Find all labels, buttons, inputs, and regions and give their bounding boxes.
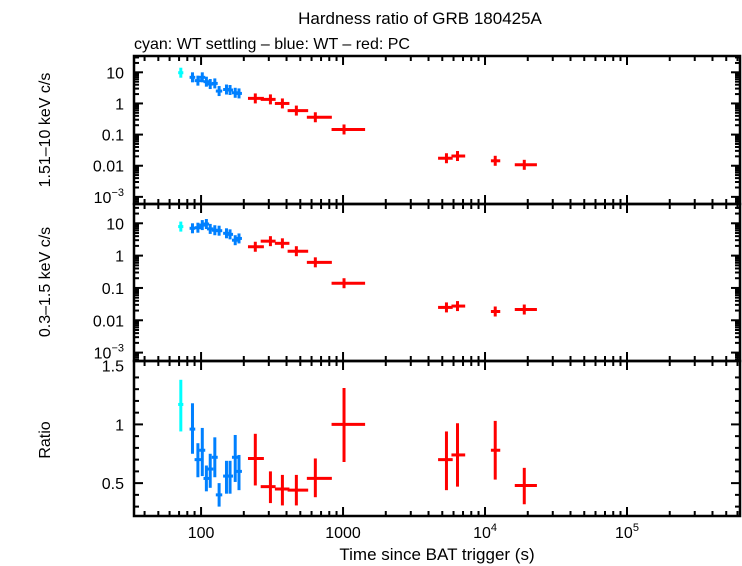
y-axis-label-ratio: Ratio [37, 421, 54, 458]
panel-frame [132, 54, 742, 206]
y-tick-label: 0.1 [102, 128, 124, 145]
chart-title: Hardness ratio of GRB 180425A [298, 9, 542, 28]
y-tick-label: 0.5 [102, 476, 124, 493]
y-tick-label: 0.01 [93, 159, 124, 176]
y-tick-label: 10 [106, 65, 124, 82]
x-tick-label: 100 [188, 525, 215, 542]
y-tick-label: 1.5 [102, 359, 124, 376]
panel-frame [132, 359, 742, 518]
y-axis-label-hard: 1.51–10 keV c/s [37, 73, 54, 188]
chart-subtitle: cyan: WT settling – blue: WT – red: PC [134, 36, 410, 53]
y-tick-label: 1 [115, 96, 124, 113]
x-tick-label: 1000 [325, 525, 361, 542]
y-tick-label: 0.1 [102, 281, 124, 298]
y-tick-label: 0.01 [93, 313, 124, 330]
y-tick-label: 10 [106, 216, 124, 233]
y-tick-label: 10−3 [94, 187, 124, 207]
x-tick-label: 105 [615, 522, 639, 542]
y-tick-label: 1 [115, 249, 124, 266]
x-axis-label: Time since BAT trigger (s) [339, 545, 534, 564]
y-axis-label-soft: 0.3–1.5 keV c/s [37, 227, 54, 337]
y-tick-label: 1 [115, 417, 124, 434]
x-tick-label: 104 [473, 522, 497, 542]
panel-frame [132, 202, 742, 363]
